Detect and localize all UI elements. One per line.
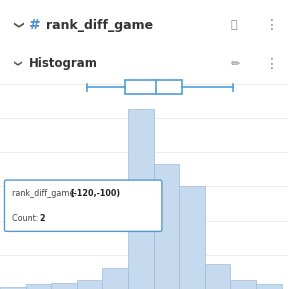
Bar <box>26 284 51 289</box>
Text: Histogram: Histogram <box>29 58 98 71</box>
Text: 2: 2 <box>40 214 45 223</box>
Text: ⋮: ⋮ <box>265 57 279 71</box>
Bar <box>256 284 282 289</box>
Bar <box>51 283 77 289</box>
Text: ❯: ❯ <box>12 21 22 29</box>
FancyBboxPatch shape <box>5 180 162 231</box>
Text: ⋮: ⋮ <box>265 18 279 32</box>
Text: Count:: Count: <box>12 214 40 223</box>
Text: ❯: ❯ <box>12 60 20 68</box>
Bar <box>205 264 230 289</box>
Text: 🗑: 🗑 <box>230 20 237 30</box>
Bar <box>77 280 103 289</box>
Bar <box>179 186 205 289</box>
Text: ✏: ✏ <box>230 59 240 69</box>
Bar <box>230 280 256 289</box>
Bar <box>128 109 154 289</box>
Bar <box>0 287 26 289</box>
Bar <box>154 164 179 289</box>
Text: #: # <box>29 18 41 32</box>
Text: rank_diff_game:: rank_diff_game: <box>12 189 79 198</box>
Text: rank_diff_game: rank_diff_game <box>46 18 153 32</box>
Bar <box>126 80 182 94</box>
Text: [-120,-100): [-120,-100) <box>70 189 120 198</box>
Bar <box>103 268 128 289</box>
